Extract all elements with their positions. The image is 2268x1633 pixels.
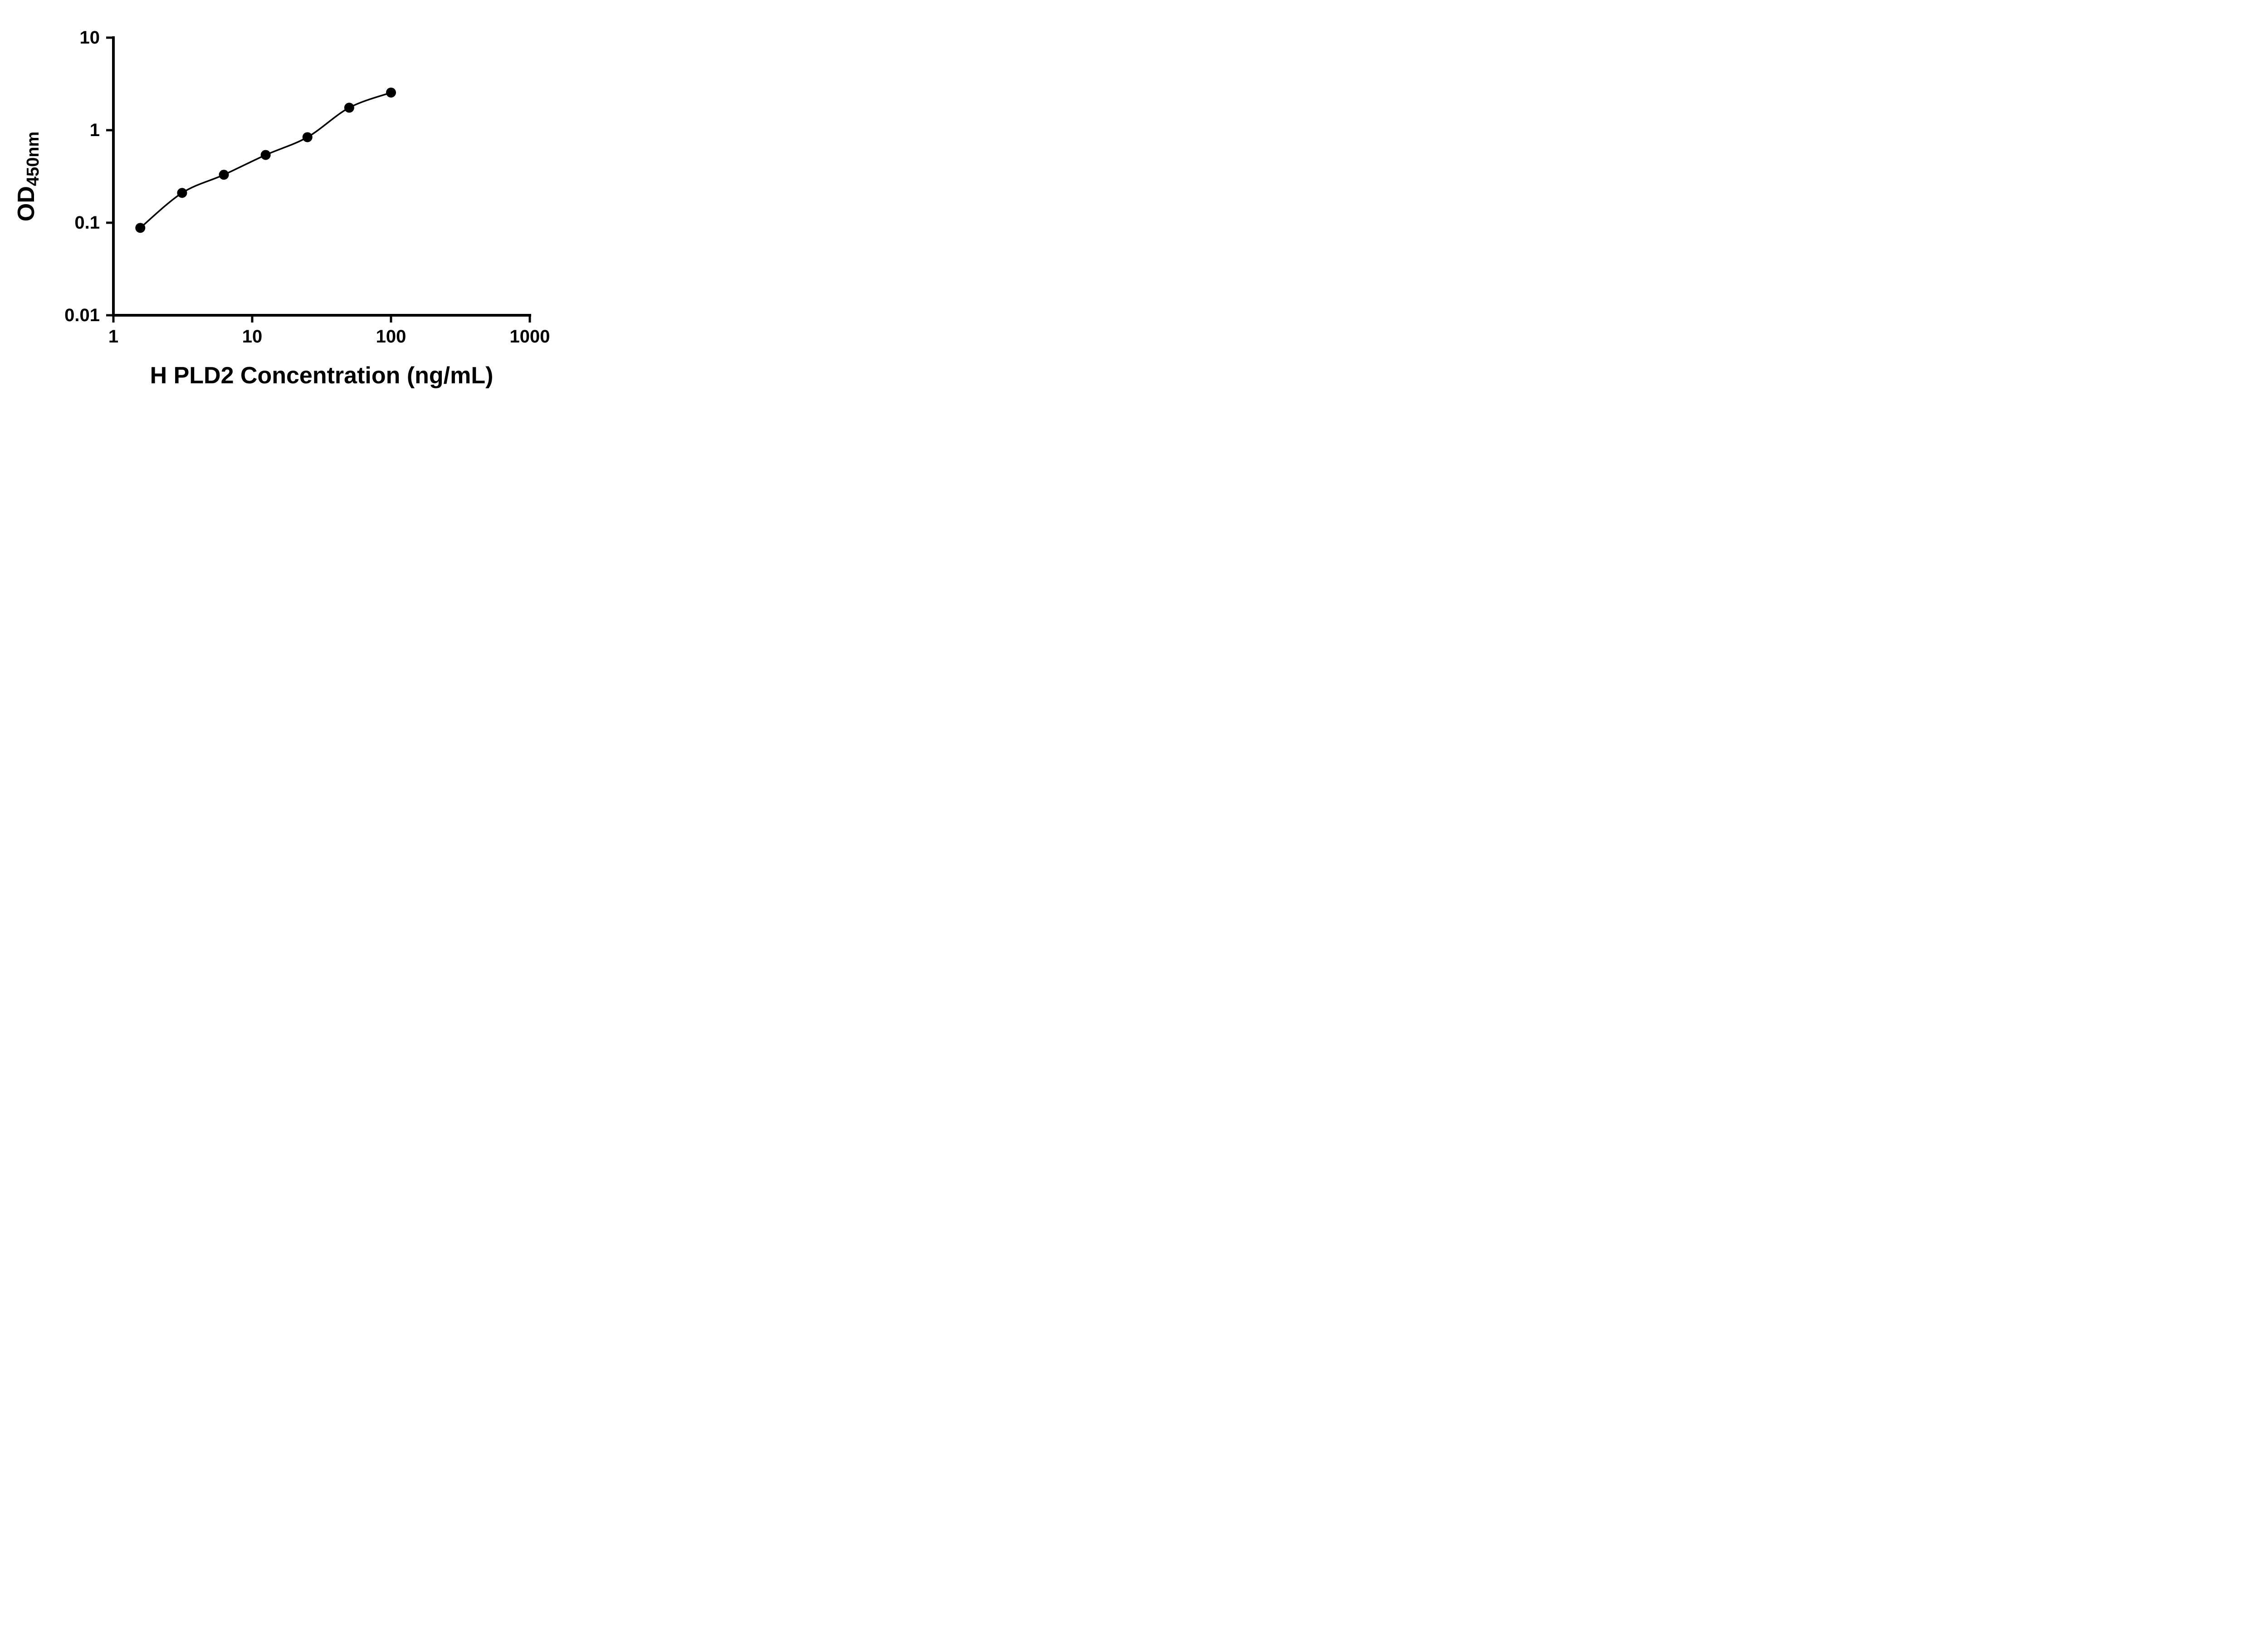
- fit-curve: [140, 92, 391, 229]
- y-tick-label: 0.01: [64, 305, 100, 325]
- data-point: [302, 132, 313, 142]
- elisa-standard-curve-page: H PLD2 Concentration (ng/mL) OD450nm 1 10…: [0, 0, 583, 408]
- data-point: [344, 103, 354, 113]
- elisa-standard-curve-chart: H PLD2 Concentration (ng/mL) OD450nm 1 10…: [13, 28, 550, 389]
- data-point: [135, 223, 146, 233]
- chart-plot-area: 1 10 100 1000 0.01 0.1 1 10: [64, 28, 550, 347]
- x-tick-label: 100: [376, 327, 406, 347]
- data-point: [260, 150, 271, 160]
- x-axis-title: H PLD2 Concentration (ng/mL): [150, 362, 494, 389]
- y-axis-title: OD450nm: [13, 132, 43, 221]
- y-tick-label: 10: [80, 28, 100, 48]
- x-tick-label: 1000: [510, 327, 550, 347]
- y-axis-title-sub: 450nm: [24, 132, 43, 186]
- x-tick-label: 1: [108, 327, 118, 347]
- y-axis-title-main: OD: [13, 186, 39, 221]
- x-tick-label: 10: [242, 327, 263, 347]
- y-tick-label: 1: [90, 120, 100, 140]
- data-point: [386, 88, 396, 98]
- y-tick-label: 0.1: [74, 213, 100, 233]
- data-point: [219, 170, 229, 180]
- data-point: [177, 188, 187, 198]
